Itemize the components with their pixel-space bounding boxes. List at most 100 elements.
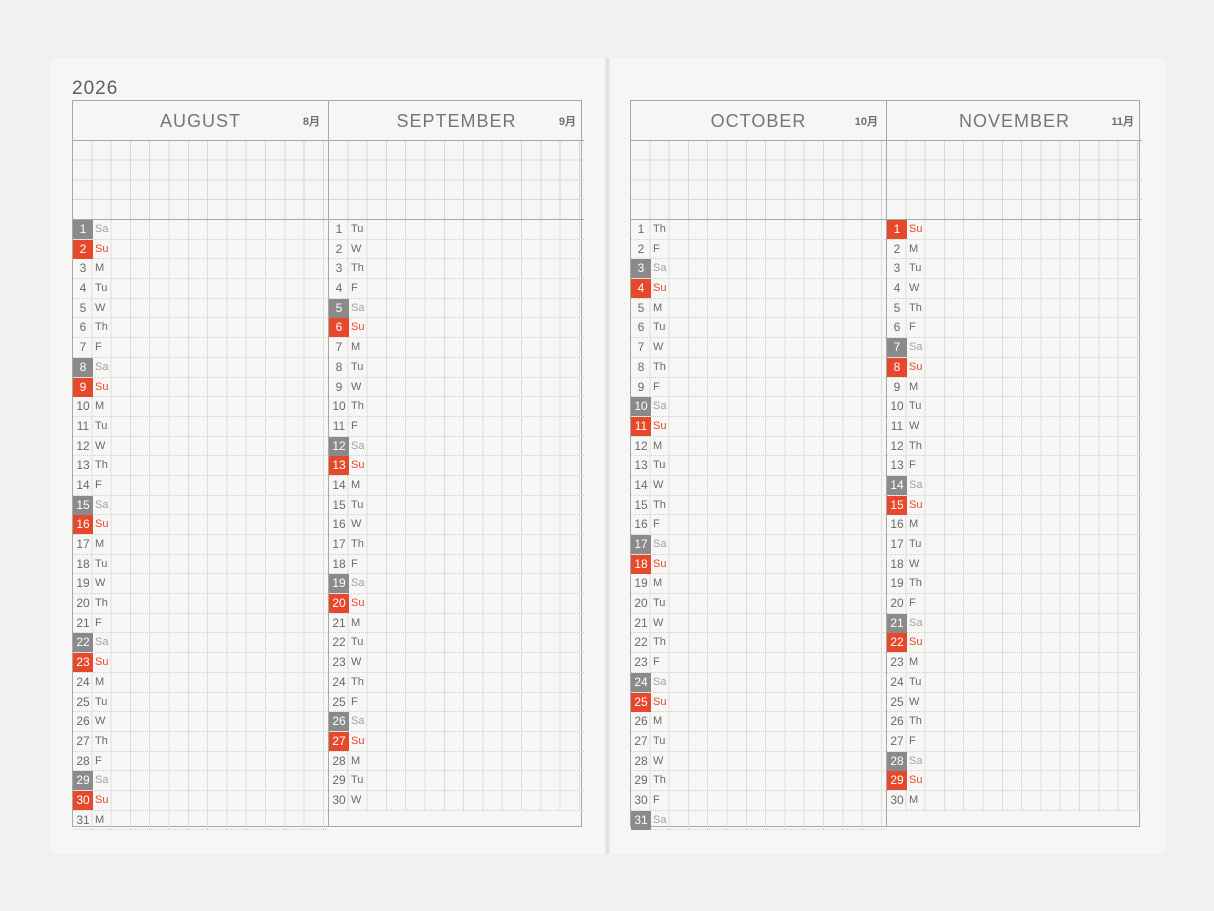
day-row[interactable]: 28 W: [631, 751, 886, 772]
day-row[interactable]: 7 Sa: [887, 338, 1142, 358]
day-row[interactable]: 10 Tu: [887, 397, 1142, 417]
day-row[interactable]: 8 Th: [631, 357, 886, 378]
day-row[interactable]: 26 M: [631, 712, 886, 732]
day-row[interactable]: 24 Th: [329, 672, 584, 693]
day-row[interactable]: 12 M: [631, 436, 886, 457]
day-row[interactable]: 21 F: [73, 613, 328, 634]
day-row[interactable]: 5 Th: [887, 298, 1142, 319]
day-row[interactable]: 3 Sa: [631, 259, 886, 280]
day-row[interactable]: 25 F: [329, 692, 584, 713]
day-row[interactable]: 12 W: [73, 436, 328, 457]
notes-grid[interactable]: [631, 141, 886, 220]
day-row[interactable]: 22 Th: [631, 633, 886, 654]
day-row[interactable]: 19 W: [73, 574, 328, 595]
day-row[interactable]: 18 F: [329, 554, 584, 575]
day-row[interactable]: 19 Th: [887, 574, 1142, 595]
day-row[interactable]: 26 W: [73, 712, 328, 732]
day-row[interactable]: 15 Sa: [73, 495, 328, 516]
day-row[interactable]: 1 Th: [631, 220, 886, 240]
day-row[interactable]: 10 Sa: [631, 397, 886, 417]
day-row[interactable]: 14 F: [73, 475, 328, 496]
day-row[interactable]: 24 M: [73, 672, 328, 693]
day-row[interactable]: 23 W: [329, 653, 584, 673]
day-row[interactable]: 31 Sa: [631, 810, 886, 831]
day-row[interactable]: 13 Th: [73, 456, 328, 476]
day-row[interactable]: 29 Th: [631, 771, 886, 791]
day-row[interactable]: 12 Sa: [329, 436, 584, 457]
day-row[interactable]: 13 Su: [329, 456, 584, 476]
day-row[interactable]: 31 M: [73, 810, 328, 831]
day-row[interactable]: 5 Sa: [329, 298, 584, 319]
day-row[interactable]: 14 Sa: [887, 475, 1142, 496]
day-row[interactable]: 3 Th: [329, 259, 584, 280]
day-row[interactable]: 16 F: [631, 515, 886, 535]
day-row[interactable]: 24 Tu: [887, 672, 1142, 693]
day-row[interactable]: 25 W: [887, 692, 1142, 713]
day-row[interactable]: 27 F: [887, 731, 1142, 752]
day-row[interactable]: 22 Su: [887, 633, 1142, 654]
day-row[interactable]: 26 Sa: [329, 712, 584, 732]
day-row[interactable]: 20 Tu: [631, 594, 886, 614]
day-row[interactable]: 29 Tu: [329, 771, 584, 791]
day-row[interactable]: 19 M: [631, 574, 886, 595]
day-row[interactable]: 28 M: [329, 751, 584, 772]
day-row[interactable]: 11 Tu: [73, 416, 328, 437]
day-row[interactable]: 16 M: [887, 515, 1142, 535]
day-row[interactable]: 22 Tu: [329, 633, 584, 654]
day-row[interactable]: 17 Th: [329, 535, 584, 555]
day-row[interactable]: 21 M: [329, 613, 584, 634]
day-row[interactable]: 27 Su: [329, 731, 584, 752]
day-row[interactable]: 13 Tu: [631, 456, 886, 476]
day-row[interactable]: 16 W: [329, 515, 584, 535]
day-row[interactable]: 9 Su: [73, 377, 328, 398]
day-row[interactable]: 18 W: [887, 554, 1142, 575]
day-row[interactable]: 27 Th: [73, 731, 328, 752]
day-row[interactable]: 4 Su: [631, 279, 886, 299]
day-row[interactable]: 1 Tu: [329, 220, 584, 240]
day-row[interactable]: 21 W: [631, 613, 886, 634]
day-row[interactable]: 11 W: [887, 416, 1142, 437]
day-row[interactable]: 15 Tu: [329, 495, 584, 516]
day-row[interactable]: 20 Su: [329, 594, 584, 614]
day-row[interactable]: 30 F: [631, 790, 886, 811]
day-row[interactable]: 28 Sa: [887, 751, 1142, 772]
notes-grid[interactable]: [329, 141, 584, 220]
day-row[interactable]: 6 Th: [73, 318, 328, 339]
day-row[interactable]: 18 Su: [631, 554, 886, 575]
day-row[interactable]: 17 Tu: [887, 535, 1142, 555]
day-row[interactable]: 17 M: [73, 535, 328, 555]
day-row[interactable]: 28 F: [73, 751, 328, 772]
day-row[interactable]: 16 Su: [73, 515, 328, 535]
day-row[interactable]: 24 Sa: [631, 672, 886, 693]
day-row[interactable]: 21 Sa: [887, 613, 1142, 634]
day-row[interactable]: 25 Tu: [73, 692, 328, 713]
day-row[interactable]: 23 M: [887, 653, 1142, 673]
day-row[interactable]: 8 Sa: [73, 357, 328, 378]
day-row[interactable]: 15 Th: [631, 495, 886, 516]
day-row[interactable]: 13 F: [887, 456, 1142, 476]
day-row[interactable]: 10 M: [73, 397, 328, 417]
day-row[interactable]: 23 Su: [73, 653, 328, 673]
day-row[interactable]: 1 Sa: [73, 220, 328, 240]
day-row[interactable]: 11 F: [329, 416, 584, 437]
day-row[interactable]: 8 Su: [887, 357, 1142, 378]
day-row[interactable]: 15 Su: [887, 495, 1142, 516]
day-row[interactable]: 8 Tu: [329, 357, 584, 378]
day-row[interactable]: 6 Su: [329, 318, 584, 339]
day-row[interactable]: 30 M: [887, 790, 1142, 811]
day-row[interactable]: 18 Tu: [73, 554, 328, 575]
day-row[interactable]: 20 F: [887, 594, 1142, 614]
day-row[interactable]: 17 Sa: [631, 535, 886, 555]
